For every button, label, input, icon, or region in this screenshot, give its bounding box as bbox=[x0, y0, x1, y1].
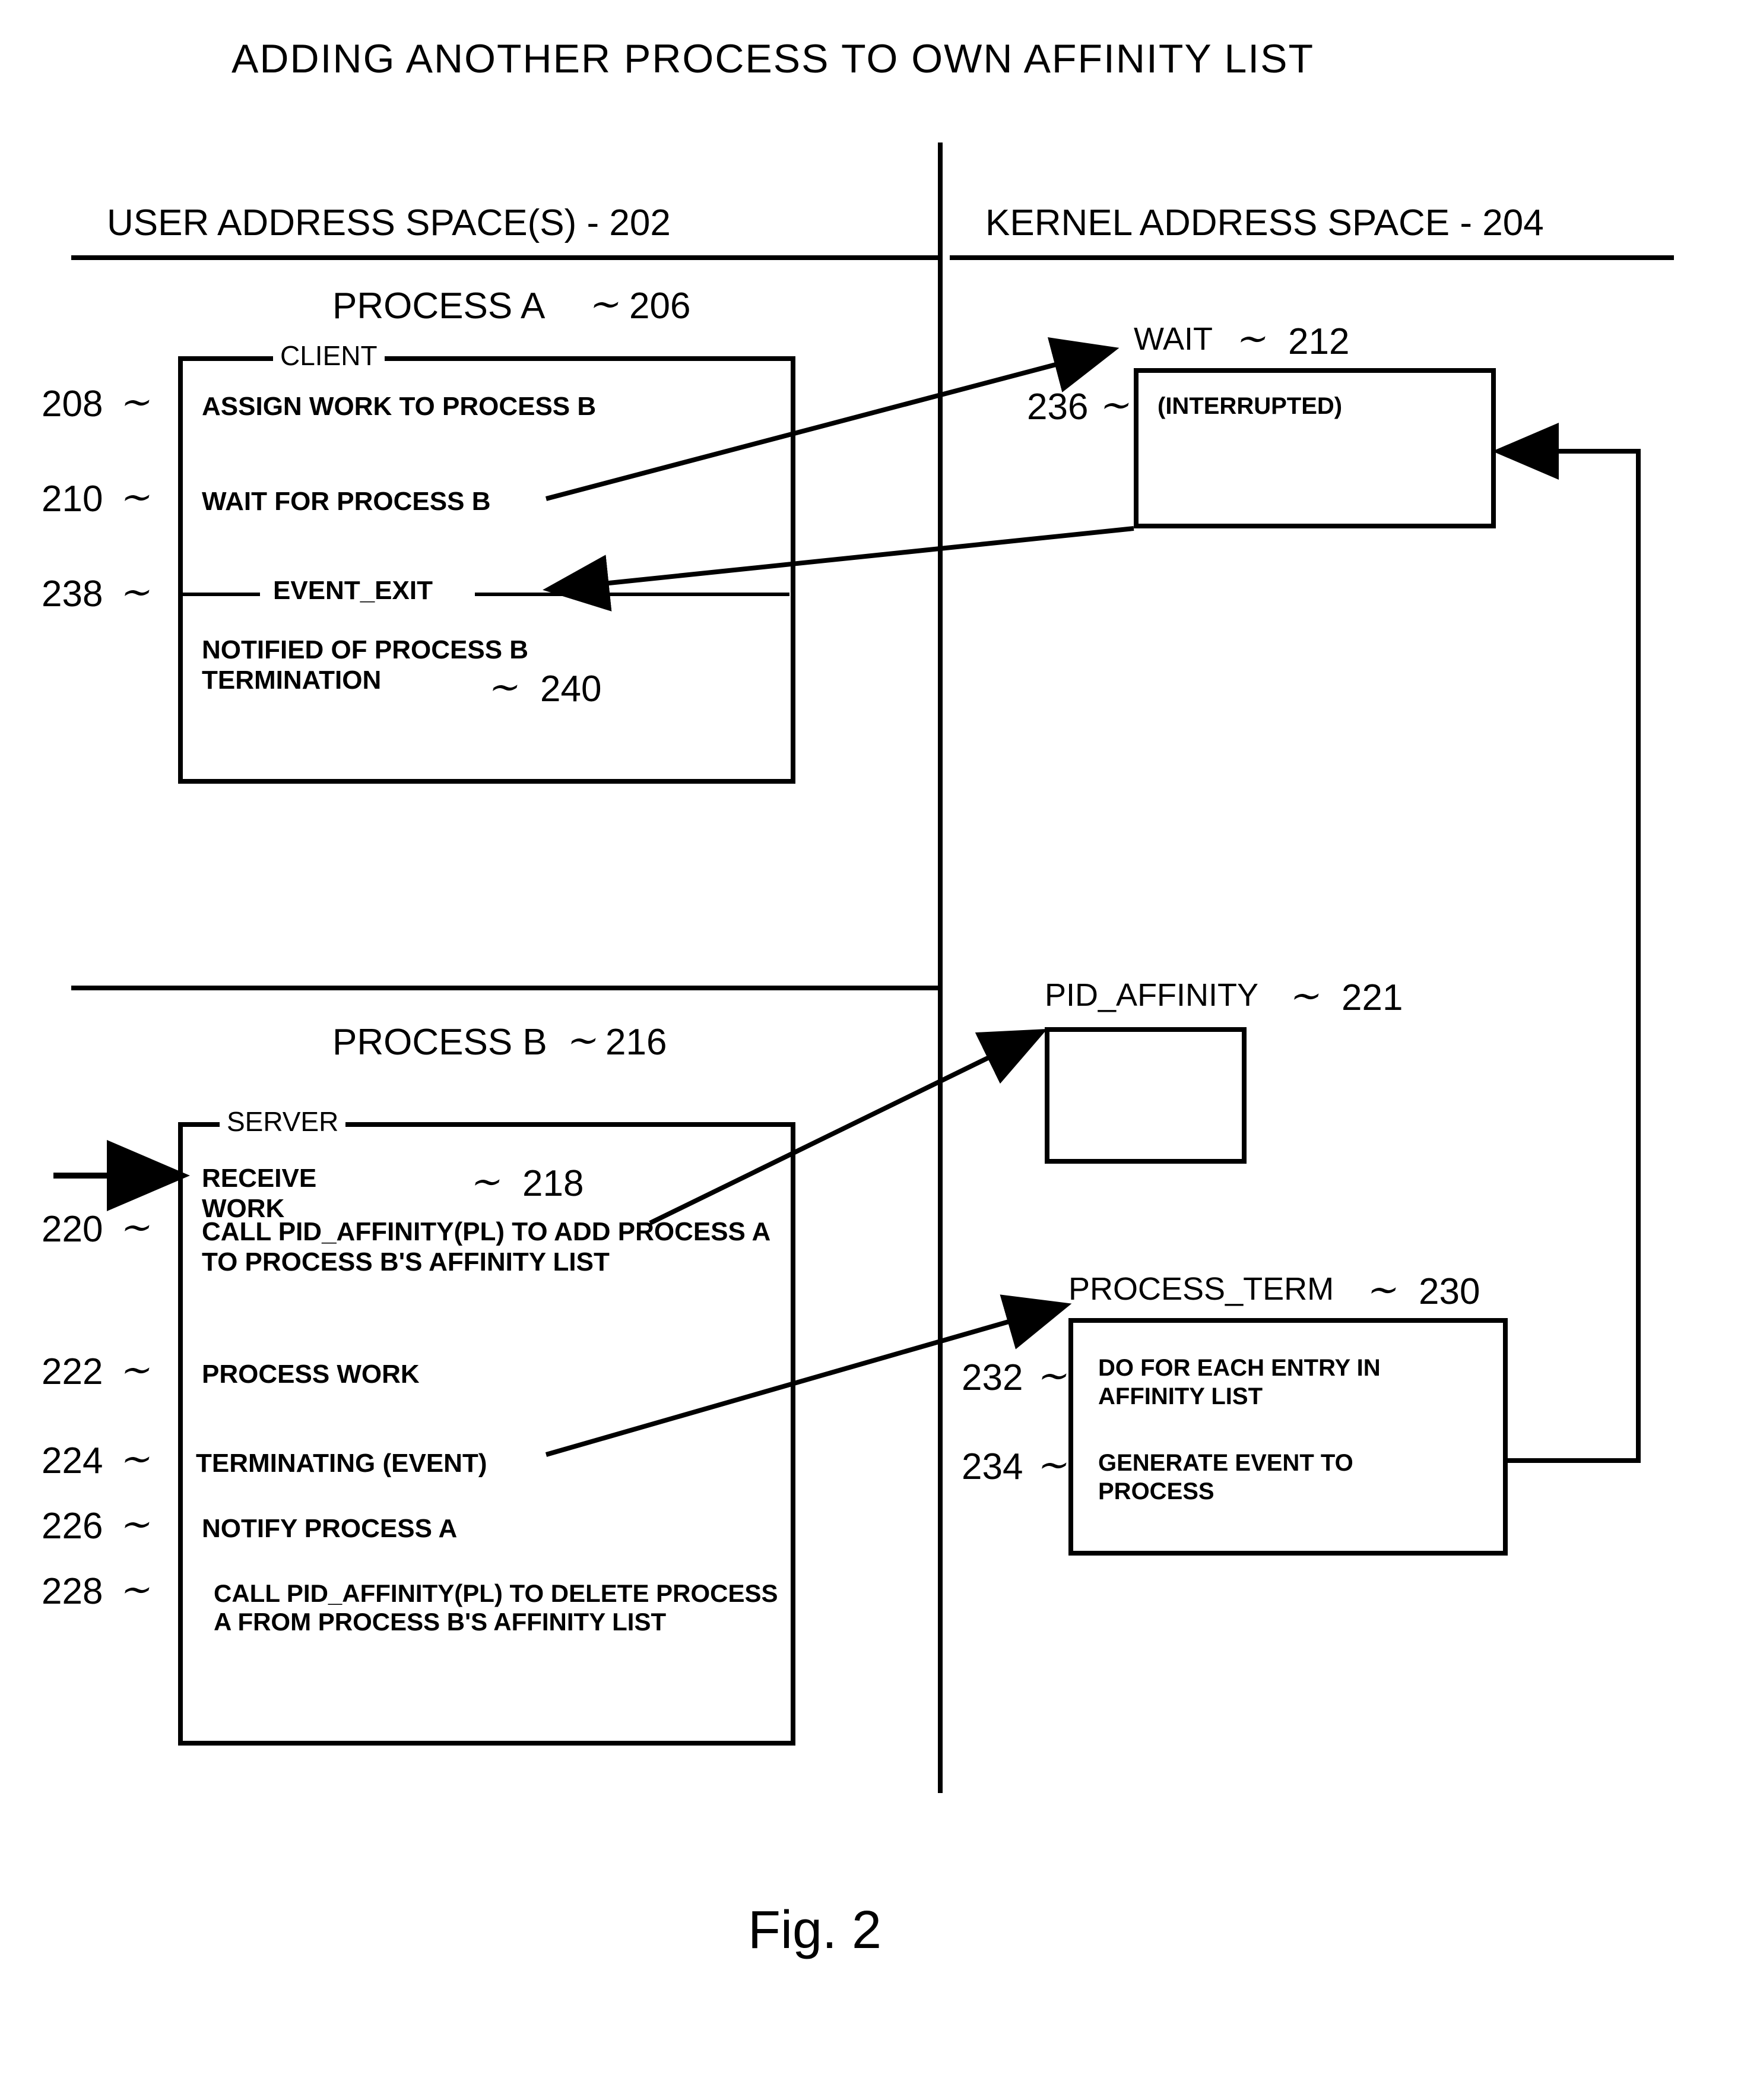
item-generate: GENERATE EVENT TO PROCESS bbox=[1098, 1449, 1454, 1506]
wait-tilde: ∼ bbox=[1235, 316, 1266, 360]
kernel-space-label: KERNEL ADDRESS SPACE - 204 bbox=[985, 202, 1544, 244]
wait-label: WAIT bbox=[1134, 321, 1213, 357]
pid-affinity-box bbox=[1045, 1027, 1247, 1164]
item-call-add: CALL PID_AFFINITY(PL) TO ADD PROCESS A T… bbox=[202, 1217, 784, 1277]
item-notify-a: NOTIFY PROCESS A bbox=[202, 1514, 499, 1544]
ref-224: 224 bbox=[42, 1440, 103, 1482]
ref-220: 220 bbox=[42, 1208, 103, 1250]
tilde-232: ∼ bbox=[1036, 1354, 1067, 1398]
process-b-ref: 216 bbox=[605, 1021, 667, 1063]
process-a-ref: 206 bbox=[629, 285, 690, 327]
ref-222: 222 bbox=[42, 1351, 103, 1393]
ref-234: 234 bbox=[962, 1446, 1023, 1488]
tilde-218: ∼ bbox=[469, 1160, 500, 1203]
item-terminating: TERMINATING (EVENT) bbox=[196, 1449, 487, 1479]
event-exit-line-right bbox=[475, 593, 789, 596]
item-process-work: PROCESS WORK bbox=[202, 1360, 420, 1390]
ref-210: 210 bbox=[42, 478, 103, 520]
figure-label: Fig. 2 bbox=[748, 1900, 881, 1961]
tilde-236: ∼ bbox=[1098, 383, 1129, 427]
ref-212: 212 bbox=[1288, 321, 1349, 363]
pid-affinity-label: PID_AFFINITY bbox=[1045, 977, 1258, 1013]
tilde-234: ∼ bbox=[1036, 1443, 1067, 1487]
tilde-226: ∼ bbox=[119, 1502, 150, 1546]
pid-tilde: ∼ bbox=[1288, 974, 1319, 1018]
ref-228: 228 bbox=[42, 1570, 103, 1613]
term-tilde: ∼ bbox=[1365, 1268, 1396, 1312]
server-box-label: SERVER bbox=[220, 1106, 345, 1138]
diagram-title: ADDING ANOTHER PROCESS TO OWN AFFINITY L… bbox=[232, 36, 1314, 82]
ref-238: 238 bbox=[42, 573, 103, 615]
ref-236: 236 bbox=[1027, 386, 1088, 428]
item-assign-work: ASSIGN WORK TO PROCESS B bbox=[202, 392, 596, 422]
item-event-exit: EVENT_EXIT bbox=[273, 576, 433, 606]
tilde-228: ∼ bbox=[119, 1567, 150, 1611]
item-receive-work: RECEIVE WORK bbox=[202, 1164, 344, 1224]
item-wait-for-b: WAIT FOR PROCESS B bbox=[202, 487, 490, 517]
process-term-label: PROCESS_TERM bbox=[1068, 1271, 1334, 1307]
process-b-tilde: ∼ bbox=[565, 1018, 596, 1062]
ref-218: 218 bbox=[522, 1163, 583, 1205]
process-a-label: PROCESS A bbox=[332, 285, 545, 327]
ref-240: 240 bbox=[540, 668, 601, 710]
tilde-220: ∼ bbox=[119, 1205, 150, 1249]
user-space-underline bbox=[71, 255, 938, 260]
tilde-238: ∼ bbox=[119, 570, 150, 614]
tilde-222: ∼ bbox=[119, 1348, 150, 1392]
kernel-space-underline bbox=[950, 255, 1674, 260]
ref-221: 221 bbox=[1342, 977, 1403, 1019]
process-a-tilde: ∼ bbox=[588, 282, 619, 326]
user-space-label: USER ADDRESS SPACE(S) - 202 bbox=[107, 202, 671, 244]
event-exit-line-left bbox=[183, 593, 260, 596]
ref-226: 226 bbox=[42, 1505, 103, 1547]
item-do-each: DO FOR EACH ENTRY IN AFFINITY LIST bbox=[1098, 1354, 1490, 1411]
arrows-layer bbox=[24, 36, 1715, 2054]
tilde-210: ∼ bbox=[119, 475, 150, 519]
client-box-label: CLIENT bbox=[273, 340, 385, 372]
tilde-240: ∼ bbox=[487, 665, 518, 709]
diagram-canvas: ADDING ANOTHER PROCESS TO OWN AFFINITY L… bbox=[24, 36, 1715, 2054]
item-interrupted: (INTERRUPTED) bbox=[1158, 392, 1342, 420]
process-b-label: PROCESS B bbox=[332, 1021, 547, 1063]
center-divider bbox=[938, 142, 943, 1793]
ref-232: 232 bbox=[962, 1357, 1023, 1399]
tilde-224: ∼ bbox=[119, 1437, 150, 1481]
process-divider bbox=[71, 986, 938, 990]
item-call-del: CALL PID_AFFINITY(PL) TO DELETE PROCESS … bbox=[214, 1579, 784, 1637]
ref-230: 230 bbox=[1419, 1271, 1480, 1313]
tilde-208: ∼ bbox=[119, 380, 150, 424]
ref-208: 208 bbox=[42, 383, 103, 425]
